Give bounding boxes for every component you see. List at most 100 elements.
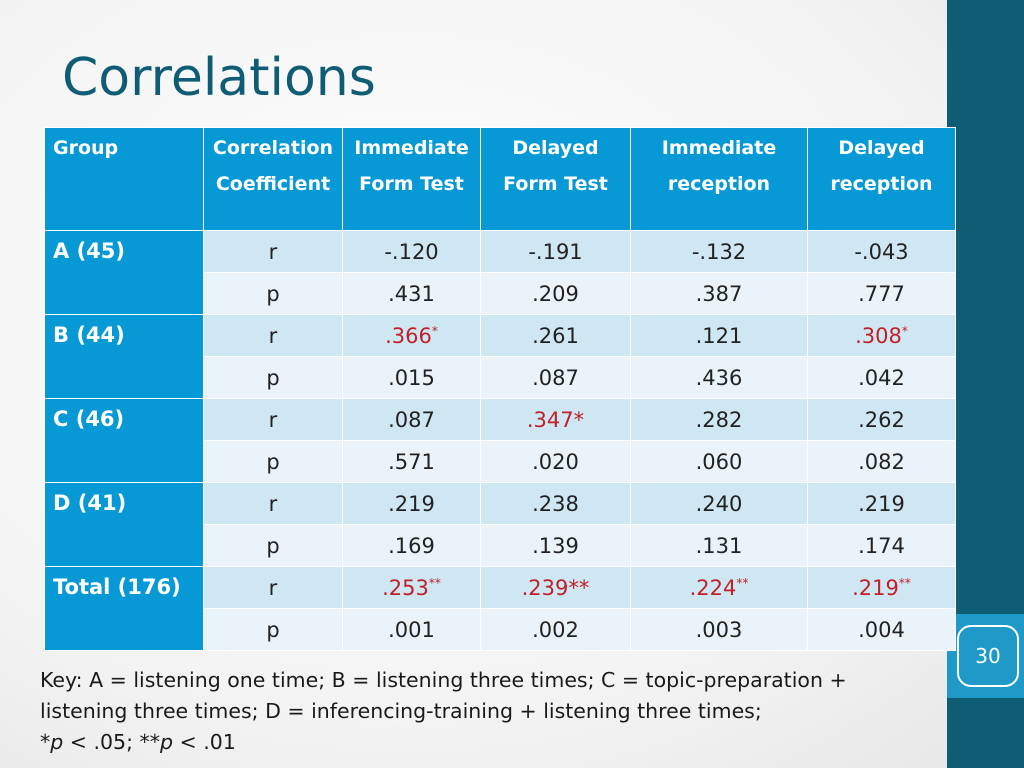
p-value: .001: [342, 608, 481, 651]
p-value: .042: [807, 356, 956, 399]
r-value-cell: -.043: [807, 230, 956, 273]
header-delayed-reception: Delayed reception: [807, 127, 956, 231]
slide-number: 30: [957, 625, 1019, 687]
group-label: Total (176): [44, 566, 204, 651]
r-value: .282: [695, 407, 743, 432]
header-delayed-form-test: Delayed Form Test: [480, 127, 631, 231]
r-value: .224: [689, 575, 737, 600]
header-immediate-form-test: Immediate Form Test: [342, 127, 481, 231]
r-value: .262: [858, 407, 905, 432]
group-label: B (44): [44, 314, 204, 399]
p-value: .436: [630, 356, 808, 399]
significance-marker: **: [736, 575, 749, 590]
r-value-cell: .262: [807, 398, 956, 441]
r-value-cell: .087: [342, 398, 481, 441]
group-label: C (46): [44, 398, 204, 483]
table-row: p .001.002.003.004: [45, 608, 956, 651]
key-legend: Key: A = listening one time; B = listeni…: [40, 665, 920, 758]
p-value: .004: [807, 608, 956, 651]
r-value: -.132: [691, 239, 747, 264]
p-value: .139: [480, 524, 631, 567]
p-value: .174: [807, 524, 956, 567]
p-value: .571: [342, 440, 481, 483]
coefficient-label-r: r: [203, 314, 343, 357]
r-value-cell: .253**: [342, 566, 481, 609]
p-value: .431: [342, 272, 481, 315]
p-value: .060: [630, 440, 808, 483]
group-label: D (41): [44, 482, 204, 567]
coefficient-label-p: p: [203, 272, 343, 315]
significance-marker: *: [431, 323, 438, 338]
table-body: A (45) r -.120 -.191 -.132 -.043 p .431.209.387…: [44, 230, 956, 651]
r-value-cell: .308*: [807, 314, 956, 357]
r-value-cell: .239**: [480, 566, 631, 609]
table-row: A (45) r -.120 -.191 -.132 -.043: [44, 230, 956, 315]
r-value: .366: [385, 323, 432, 348]
r-value-cell: .219**: [807, 566, 956, 609]
r-value: .308: [855, 323, 902, 348]
slide-title: Correlations: [62, 48, 376, 108]
p-value: .209: [480, 272, 631, 315]
key-line-3: *p < .05; **p < .01: [40, 730, 236, 754]
table-row: B (44) r .366* .261.121.308*: [44, 314, 956, 399]
significance-marker: **: [898, 575, 911, 590]
significance-marker: *: [901, 323, 908, 338]
header-correlation-coefficient: Correlation Coefficient: [203, 127, 343, 231]
r-value-cell: .224**: [630, 566, 808, 609]
r-value: .240: [695, 491, 743, 516]
r-value: .219: [852, 575, 899, 600]
r-value: .219: [858, 491, 905, 516]
r-value: .239**: [521, 575, 590, 600]
r-value-cell: .219: [807, 482, 956, 525]
r-value: .238: [532, 491, 579, 516]
table-row: p .571.020.060.082: [45, 440, 956, 483]
p-value: .020: [480, 440, 631, 483]
correlations-table: Group Correlation Coefficient Immediate Fo…: [44, 127, 956, 651]
p-value: .015: [342, 356, 481, 399]
coefficient-label-p: p: [203, 608, 343, 651]
p-value: .387: [630, 272, 808, 315]
r-value: .347*: [526, 407, 585, 432]
table-header-row: Group Correlation Coefficient Immediate Fo…: [44, 127, 956, 231]
r-value-cell: .240: [630, 482, 808, 525]
r-value-cell: -.191: [480, 230, 631, 273]
table-row: C (46) r .087 .347* .282 .262: [44, 398, 956, 483]
r-value: .087: [388, 407, 435, 432]
table-row: D (41) r .219 .238 .240 .219: [44, 482, 956, 567]
key-line-2: listening three times; D = inferencing-t…: [40, 699, 762, 723]
r-value-cell: .238: [480, 482, 631, 525]
coefficient-label-r: r: [203, 482, 343, 525]
p-value: .777: [807, 272, 956, 315]
r-value: .219: [388, 491, 435, 516]
r-value: -.043: [854, 239, 909, 264]
coefficient-label-p: p: [203, 356, 343, 399]
table-row: Total (176) r .253** .239** .224** .219**: [44, 566, 956, 651]
group-label: A (45): [44, 230, 204, 315]
r-value-cell: .261: [480, 314, 631, 357]
coefficient-label-r: r: [203, 566, 343, 609]
r-value-cell: .366*: [342, 314, 481, 357]
r-value: -.191: [528, 239, 583, 264]
r-value-cell: -.120: [342, 230, 481, 273]
r-value: .261: [532, 323, 579, 348]
coefficient-label-p: p: [203, 440, 343, 483]
coefficient-label-r: r: [203, 230, 343, 273]
coefficient-label-p: p: [203, 524, 343, 567]
table-row: p .169.139.131.174: [45, 524, 956, 567]
r-value: .121: [695, 323, 743, 348]
p-value: .082: [807, 440, 956, 483]
coefficient-label-r: r: [203, 398, 343, 441]
p-value: .003: [630, 608, 808, 651]
p-value: .169: [342, 524, 481, 567]
table-row: p .431.209.387.777: [45, 272, 956, 315]
key-line-1: Key: A = listening one time; B = listeni…: [40, 668, 847, 692]
p-value: .002: [480, 608, 631, 651]
r-value-cell: .121: [630, 314, 808, 357]
r-value: -.120: [384, 239, 439, 264]
header-group: Group: [44, 127, 204, 231]
r-value-cell: .282: [630, 398, 808, 441]
r-value-cell: -.132: [630, 230, 808, 273]
header-immediate-reception: Immediate reception: [630, 127, 808, 231]
r-value-cell: .347*: [480, 398, 631, 441]
r-value-cell: .219: [342, 482, 481, 525]
